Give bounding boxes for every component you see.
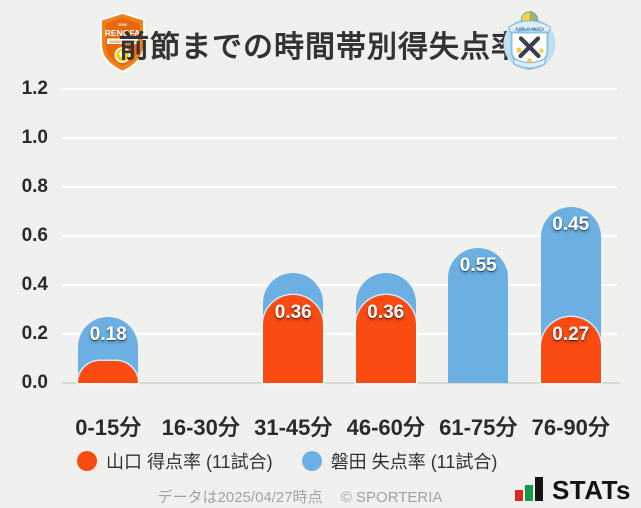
legend-item-yamaguchi: 山口 得点率 (11試合) (77, 448, 273, 474)
svg-text:YAMAGUCHI FC: YAMAGUCHI FC (109, 40, 137, 44)
x-axis-label-0-15分: 0-15分 (75, 415, 142, 440)
bar-yamaguchi-46-60分 (355, 295, 416, 383)
value-label-iwata-76-90分: 0.45 (552, 214, 590, 235)
jubilo-iwata-crest-icon: JUBILO IWATA (501, 10, 558, 77)
bar-chart-icon (514, 477, 543, 501)
y-axis-tick-label: 0.2 (21, 323, 48, 344)
stats-brand-text: STATs (551, 474, 631, 505)
y-axis-tick-label: 0.6 (21, 225, 48, 246)
value-label-iwata-0-15分: 0.18 (89, 324, 127, 345)
legend-label-yamaguchi: 山口 得点率 (11試合) (106, 452, 273, 472)
y-axis-tick-label: 1.2 (21, 78, 48, 99)
x-axis-label-61-75分: 61-75分 (439, 415, 518, 440)
x-axis-label-31-45分: 31-45分 (254, 415, 333, 440)
bar-yamaguchi-31-45分 (263, 295, 324, 383)
gridline (62, 137, 617, 139)
gridline (62, 88, 617, 90)
svg-text:JUBILO IWATA: JUBILO IWATA (515, 27, 544, 32)
y-axis-tick-label: 0.4 (21, 274, 48, 295)
x-axis-label-76-90分: 76-90分 (531, 415, 610, 440)
legend-item-iwata: 磐田 失点率 (11試合) (301, 448, 498, 474)
data-source-note: データは2025/04/27時点 © SPORTERIA (0, 486, 600, 507)
gridline (62, 186, 617, 188)
svg-text:RENOFA: RENOFA (105, 28, 140, 38)
value-label-yamaguchi-31-45分: 0.36 (274, 302, 312, 323)
x-axis-baseline (62, 382, 620, 384)
gridline (62, 284, 617, 286)
data-date-note: データは2025/04/27時点 (157, 489, 323, 506)
page-title: 前節までの時間帯別得失点率 (119, 31, 522, 64)
svg-text:2006: 2006 (118, 22, 128, 27)
x-axis-label-46-60分: 46-60分 (346, 415, 425, 440)
gridline (62, 235, 617, 237)
bar-iwata-61-75分 (448, 248, 509, 383)
value-label-iwata-61-75分: 0.55 (459, 255, 497, 276)
yamaguchi-series-marker-icon (77, 451, 97, 471)
chart-legend: 山口 得点率 (11試合) 磐田 失点率 (11試合) (77, 448, 497, 474)
value-label-yamaguchi-76-90分: 0.27 (552, 324, 590, 345)
y-axis-tick-label: 0.0 (21, 372, 48, 393)
legend-label-iwata: 磐田 失点率 (11試合) (330, 452, 498, 472)
bar-yamaguchi-76-90分 (540, 317, 601, 383)
x-axis-label-16-30分: 16-30分 (161, 415, 240, 440)
value-label-yamaguchi-46-60分: 0.36 (367, 302, 405, 323)
copyright-text: © SPORTERIA (340, 489, 443, 506)
iwata-series-marker-icon (301, 451, 322, 471)
renofa-yamaguchi-crest-icon: 2006 RENOFA YAMAGUCHI FC (100, 12, 145, 78)
bar-yamaguchi-0-15分 (78, 361, 139, 383)
stats-brand-logo: STATs (514, 474, 631, 505)
y-axis-tick-label: 1.0 (21, 127, 48, 148)
gridline (62, 333, 617, 335)
y-axis-tick-label: 0.8 (21, 176, 48, 197)
